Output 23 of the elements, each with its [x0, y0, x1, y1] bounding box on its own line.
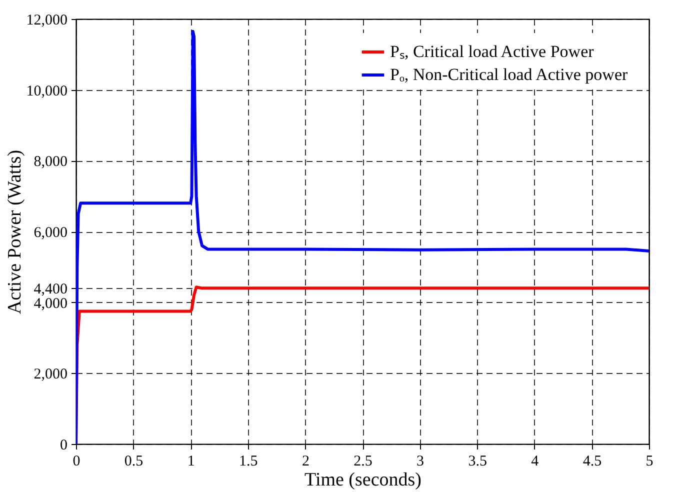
x-tick-label: 3	[416, 454, 424, 470]
x-axis-title: Time (seconds)	[304, 470, 422, 490]
y-tick-label: 12,000	[26, 12, 68, 28]
y-axis-title: Active Power (Watts)	[4, 150, 26, 314]
x-tick-label: 3.5	[468, 454, 487, 470]
x-tick-label: 4	[531, 454, 540, 470]
x-tick-label: 4.5	[582, 454, 602, 470]
x-tick-label: 2.5	[354, 454, 372, 470]
legend-label: Pₒ, Non-Critical load Active power	[390, 65, 628, 84]
x-tick-label: 5	[646, 454, 654, 470]
x-tick-label: 1.5	[239, 454, 258, 470]
x-tick-label: 0	[72, 454, 80, 470]
y-tick-label: 0	[60, 438, 68, 454]
x-tick-label: 0.5	[124, 454, 144, 470]
y-tick-label: 4,400	[34, 282, 68, 298]
y-tick-label: 6,000	[34, 225, 68, 241]
x-tick-label: 2	[302, 454, 310, 470]
y-tick-label: 4,000	[34, 296, 68, 312]
x-tick-label: 1	[187, 454, 195, 470]
y-tick-label: 8,000	[34, 154, 68, 170]
y-tick-label: 2,000	[34, 366, 68, 383]
y-tick-label: 10,000	[26, 83, 68, 100]
legend-label: Pₛ, Critical load Active Power	[390, 42, 594, 61]
